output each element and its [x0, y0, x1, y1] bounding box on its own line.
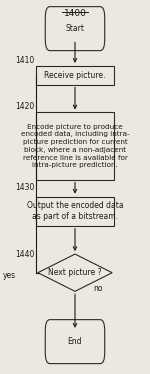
FancyBboxPatch shape: [36, 113, 114, 180]
Text: no: no: [93, 284, 102, 293]
Text: 1400: 1400: [64, 9, 86, 18]
Polygon shape: [38, 254, 112, 291]
Text: Encode picture to produce
encoded data, including intra-
picture prediction for : Encode picture to produce encoded data, …: [21, 124, 129, 168]
Text: Receive picture.: Receive picture.: [44, 71, 106, 80]
Text: Start: Start: [66, 24, 84, 33]
FancyBboxPatch shape: [45, 7, 105, 50]
Text: End: End: [68, 337, 82, 346]
FancyBboxPatch shape: [36, 66, 114, 85]
Text: 1420: 1420: [16, 102, 35, 111]
FancyBboxPatch shape: [45, 320, 105, 364]
Text: 1410: 1410: [16, 56, 35, 65]
FancyBboxPatch shape: [36, 197, 114, 226]
Text: Output the encoded data
as part of a bitstream.: Output the encoded data as part of a bit…: [27, 201, 123, 221]
Text: 1430: 1430: [16, 183, 35, 191]
Text: 1440: 1440: [16, 250, 35, 259]
Text: yes: yes: [3, 271, 16, 280]
Text: Next picture ?: Next picture ?: [48, 268, 102, 277]
